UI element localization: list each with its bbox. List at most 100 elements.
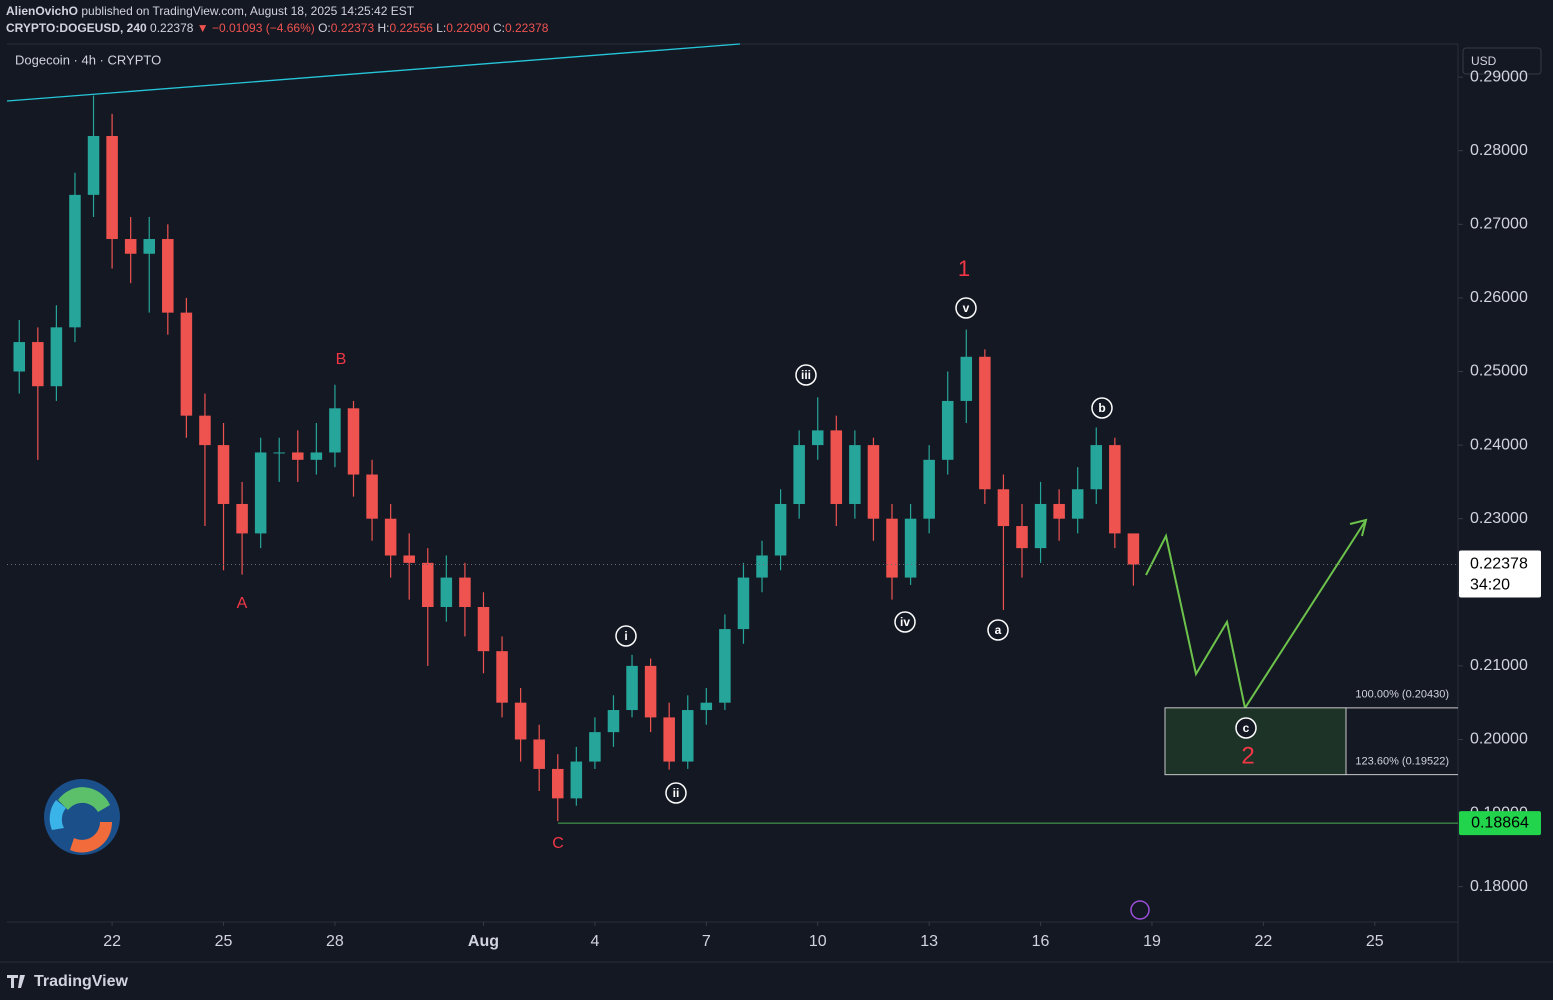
candle-body: [1053, 503, 1065, 519]
y-tick-label: 0.18000: [1470, 878, 1528, 895]
o-value: 0.22373: [331, 21, 375, 35]
candle-body: [960, 356, 973, 401]
candle-body: [811, 430, 824, 446]
h-value: 0.22556: [390, 21, 434, 35]
candle-body: [1090, 445, 1103, 490]
logo: [44, 779, 120, 855]
candle-body: [533, 739, 545, 769]
candle-body: [644, 665, 657, 718]
candle-body: [1109, 445, 1121, 534]
support-label: 0.18864: [1471, 814, 1529, 831]
y-tick-label: 0.20000: [1470, 731, 1528, 748]
candle-body: [904, 518, 917, 578]
currency[interactable]: USD: [1471, 54, 1497, 68]
wave-label: iv: [900, 615, 910, 629]
x-tick-label: 19: [1143, 933, 1161, 950]
y-tick-label: 0.28000: [1470, 142, 1528, 159]
y-tick-label: 0.27000: [1470, 216, 1528, 233]
candle-body: [236, 503, 248, 534]
candle-body: [403, 555, 415, 563]
alert-circle[interactable]: [1130, 900, 1150, 920]
wave-label: iii: [801, 368, 811, 382]
candle-body: [366, 474, 378, 519]
x-tick-label: 22: [1254, 933, 1272, 950]
wave-label: c: [1243, 721, 1250, 735]
candle-body: [663, 717, 675, 762]
y-tick-label: 0.25000: [1470, 363, 1528, 380]
wave-circle: [955, 297, 977, 319]
candle-body: [849, 445, 861, 504]
y-tick-label: 0.24000: [1470, 436, 1528, 453]
trend-line: [6, 43, 741, 102]
y-tick-label: 0.21000: [1470, 657, 1528, 674]
x-tick-label: Aug: [468, 933, 499, 950]
fib-zone: [1164, 707, 1347, 776]
last-price-label: 0.22378: [1470, 556, 1528, 573]
wave-label: b: [1098, 401, 1105, 415]
candle-body: [143, 239, 155, 254]
wave-circle: [987, 619, 1009, 641]
published: published on TradingView.com, August 18,…: [81, 4, 414, 18]
candle-body: [310, 452, 323, 460]
candle-body: [87, 135, 100, 195]
candle-body: [514, 702, 527, 740]
wave-circle: [665, 782, 687, 804]
header-line-1: AlienOvichO published on TradingView.com…: [6, 4, 415, 18]
candle-body: [997, 489, 1010, 527]
candle-body: [1016, 526, 1028, 549]
y-tick-label: 0.29000: [1470, 68, 1528, 85]
candle-body: [217, 445, 230, 504]
candle-body: [1071, 489, 1084, 519]
l-label: L:: [436, 21, 446, 35]
wave-circle: [615, 625, 637, 647]
candle-body: [700, 702, 713, 711]
x-tick-label: 13: [920, 933, 938, 950]
candle-body: [273, 452, 285, 454]
candle-body: [570, 761, 583, 799]
candle-body: [681, 710, 694, 762]
candle-body: [440, 577, 453, 608]
candle-body: [180, 312, 193, 416]
wave-circle: [894, 611, 916, 633]
plot-area: [7, 95, 1458, 824]
candle-body: [477, 607, 490, 652]
projection-arrow: [1349, 518, 1368, 537]
candle-body: [32, 342, 44, 387]
candle-body: [329, 408, 341, 453]
h-label: H:: [378, 21, 390, 35]
x-tick-label: 7: [702, 933, 711, 950]
wave-label: B: [336, 351, 347, 368]
candle-body: [1127, 533, 1140, 565]
publisher: AlienOvichO: [6, 4, 78, 18]
last-price-box: [1459, 550, 1541, 598]
candle-body: [793, 445, 805, 504]
fib-label: 123.60% (0.19522): [1355, 756, 1449, 768]
alert-icon[interactable]: [1130, 900, 1150, 920]
candle-body: [589, 732, 601, 762]
wave-label: C: [552, 835, 564, 852]
x-tick-label: 22: [103, 933, 121, 950]
o-label: O:: [318, 21, 331, 35]
y-tick-label: 0.23000: [1470, 510, 1528, 527]
candle-body: [737, 577, 750, 630]
logo-arc: [58, 787, 110, 812]
wave-label: a: [995, 623, 1002, 637]
candle-body: [124, 239, 137, 254]
candle-body: [384, 518, 397, 556]
y-tick-label: 0.26000: [1470, 289, 1528, 306]
symbol: CRYPTO:DOGEUSD, 240: [6, 21, 147, 35]
x-tick-label: 28: [326, 933, 344, 950]
currency-button[interactable]: [1462, 47, 1542, 75]
candle-body: [106, 135, 118, 240]
wave-circle: [795, 364, 817, 386]
candle-body: [867, 445, 880, 519]
wave-label: 2: [1241, 742, 1254, 769]
wave-label: v: [963, 301, 970, 315]
candle-body: [162, 239, 174, 313]
candle-body: [254, 452, 267, 534]
candle-body: [69, 194, 81, 328]
brand: TradingView: [34, 973, 129, 990]
x-tick-label: 10: [809, 933, 827, 950]
